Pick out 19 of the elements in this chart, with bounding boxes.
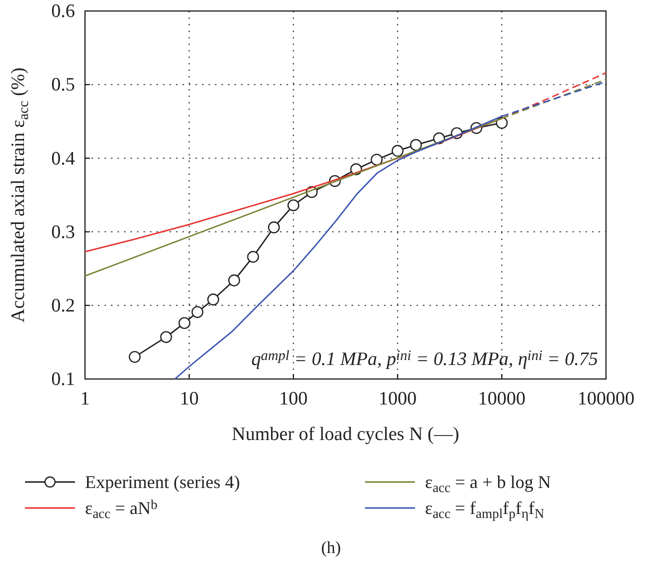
y-tick-label: 0.6 [51, 1, 75, 22]
x-axis-title: Number of load cycles N (—) [232, 424, 460, 445]
x-tick-label: 100 [279, 388, 308, 410]
y-tick-label: 0.5 [51, 74, 75, 96]
x-tick-label: 1 [80, 388, 90, 410]
text: ε$_{acc}$ = f$_{ampl}$f$_{p}$f$_{η}$f$_{N}$ [425, 498, 544, 520]
x-tick-label: 1000 [378, 388, 417, 410]
y-tick-label: 0.4 [51, 148, 76, 170]
y-tick-label: 0.3 [51, 222, 75, 243]
x-tick-label: 10 [180, 388, 199, 410]
x-tick-label: 100000 [578, 388, 634, 410]
legend-label: ε$_{acc}$ = a + b log N [425, 472, 551, 494]
x-tick-label: 10000 [478, 388, 526, 410]
legend-label: Experiment (series 4) [85, 472, 240, 492]
y-tick-label: 0.1 [51, 369, 75, 390]
y-tick-label: 0.2 [51, 295, 75, 316]
legend-label: ε$_{acc}$ = aN$^{b}$ [85, 497, 158, 520]
text: (h) [321, 538, 341, 557]
annotation: q$^{ampl}$ = 0.1 MPa, p$^{ini}$ = 0.13 MPa, η$^{ini}$ = 0.75 [251, 348, 598, 370]
